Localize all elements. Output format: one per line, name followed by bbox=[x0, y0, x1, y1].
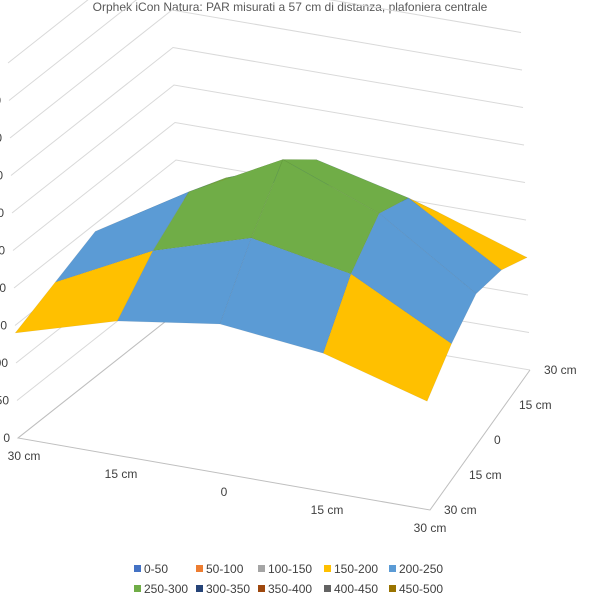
gridline-z bbox=[8, 0, 522, 101]
x-tick-label: 30 cm bbox=[414, 521, 447, 535]
legend-swatch bbox=[134, 565, 141, 572]
y-tick-label: 15 cm bbox=[469, 468, 502, 482]
gridline-z bbox=[9, 9, 523, 139]
z-tick-label: 0 bbox=[3, 431, 10, 445]
legend-swatch bbox=[196, 565, 203, 572]
legend: 0-50 50-100 100-150 150-200 200-250 250-300 30… bbox=[134, 562, 443, 596]
z-tick-label: 450 bbox=[0, 94, 1, 108]
legend-swatch bbox=[389, 565, 396, 572]
legend-swatch bbox=[389, 585, 396, 592]
surface-plot bbox=[14, 159, 528, 402]
legend-swatch bbox=[196, 585, 203, 592]
surface-cell bbox=[322, 273, 452, 402]
gridline-z bbox=[11, 84, 525, 214]
z-tick-label: 350 bbox=[0, 169, 3, 183]
legend-label: 150-200 bbox=[334, 562, 378, 576]
legend-swatch bbox=[258, 565, 265, 572]
z-tick-label: 100 bbox=[0, 356, 8, 370]
legend-label: 350-400 bbox=[268, 582, 312, 596]
x-tick-label: 30 cm bbox=[8, 449, 41, 463]
x-tick-label: 0 bbox=[221, 485, 228, 499]
gridline-z bbox=[12, 121, 526, 251]
z-tick-label: 250 bbox=[0, 244, 5, 258]
legend-label: 250-300 bbox=[144, 582, 188, 596]
gridline-z bbox=[7, 0, 89, 64]
y-tick-label: 15 cm bbox=[519, 398, 552, 412]
z-tick-label: 400 bbox=[0, 131, 2, 145]
chart-title: Orphek iCon Natura: PAR misurati a 57 cm… bbox=[93, 0, 488, 14]
legend-swatch bbox=[134, 585, 141, 592]
z-tick-label: 150 bbox=[0, 319, 7, 333]
legend-label: 400-450 bbox=[334, 582, 378, 596]
gridline-z bbox=[10, 46, 524, 176]
y-axis-ticks: 30 cm 15 cm 0 15 cm 30 cm bbox=[444, 363, 577, 517]
z-tick-label: 300 bbox=[0, 206, 4, 220]
legend-label: 300-350 bbox=[206, 582, 250, 596]
legend-label: 100-150 bbox=[268, 562, 312, 576]
x-tick-label: 15 cm bbox=[105, 467, 138, 481]
x-axis-ticks: 30 cm 15 cm 0 15 cm 30 cm bbox=[8, 449, 447, 535]
z-tick-label: 200 bbox=[0, 281, 6, 295]
y-tick-label: 30 cm bbox=[544, 363, 577, 377]
legend-swatch bbox=[324, 565, 331, 572]
legend-label: 450-500 bbox=[399, 582, 443, 596]
legend-swatch bbox=[324, 585, 331, 592]
legend-label: 0-50 bbox=[144, 562, 168, 576]
y-tick-label: 30 cm bbox=[444, 503, 477, 517]
z-tick-label: 50 bbox=[0, 394, 9, 408]
z-axis-ticks: 050100150200250300350400450500 bbox=[0, 56, 10, 445]
legend-label: 200-250 bbox=[399, 562, 443, 576]
y-tick-label: 0 bbox=[494, 433, 501, 447]
x-tick-label: 15 cm bbox=[311, 503, 344, 517]
legend-swatch bbox=[258, 585, 265, 592]
floor-edges bbox=[16, 309, 531, 511]
legend-label: 50-100 bbox=[206, 562, 244, 576]
